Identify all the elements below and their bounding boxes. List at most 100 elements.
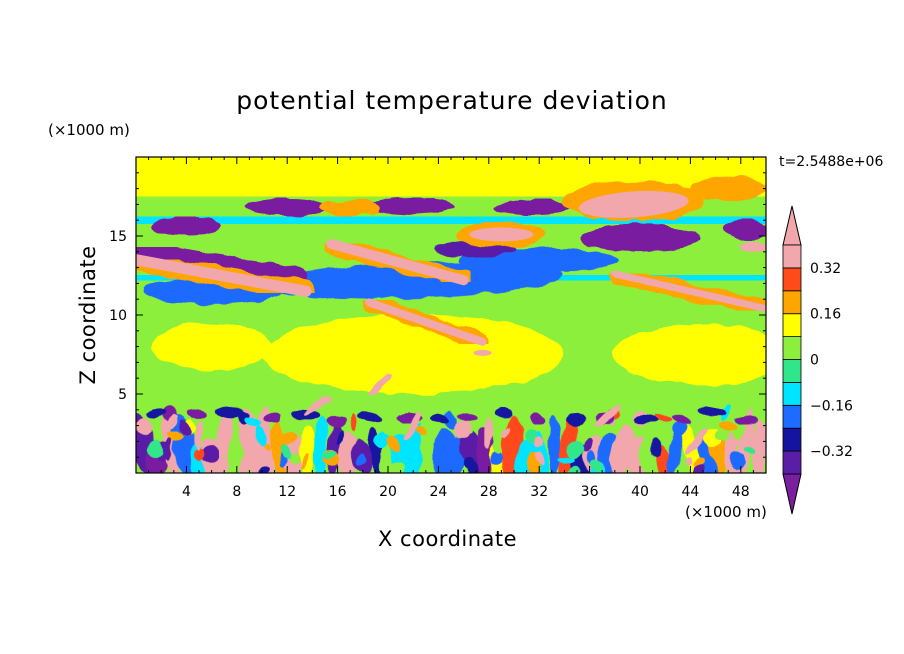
contour-region <box>492 439 502 454</box>
y-tick-label: 10 <box>109 308 127 324</box>
contour-region <box>279 431 297 445</box>
contour-region <box>387 461 405 473</box>
contour-region <box>371 196 456 215</box>
x-tick-label: 4 <box>182 484 191 500</box>
contour-region <box>356 410 383 422</box>
contour-region <box>750 419 766 473</box>
contour-region <box>163 438 171 460</box>
contour-region <box>255 425 267 447</box>
contour-region <box>245 198 330 217</box>
contour-region <box>589 460 605 472</box>
x-tick-label: 12 <box>278 484 296 500</box>
contour-region <box>580 223 700 252</box>
contour-region <box>719 422 736 431</box>
contour-region <box>547 414 560 473</box>
contour-region <box>151 217 222 236</box>
contour-region <box>650 438 663 458</box>
contour-region <box>314 416 328 473</box>
colorbar-segment <box>782 267 802 292</box>
contour-region <box>721 404 730 423</box>
contour-region <box>640 417 659 473</box>
contour-region <box>726 437 741 447</box>
contour-region <box>744 447 757 456</box>
contour-region <box>529 413 546 424</box>
contour-region <box>484 417 493 450</box>
contour-region <box>146 441 164 459</box>
y-axis-unit: (×1000 m) <box>48 121 130 139</box>
contour-region <box>502 427 510 438</box>
contour-region <box>136 418 152 435</box>
contour-region <box>730 450 745 470</box>
contour-region <box>568 465 580 473</box>
contour-region <box>566 414 587 427</box>
contour-region <box>388 436 400 452</box>
contour-region <box>178 419 192 437</box>
colorbar-tick-label: 0.32 <box>810 261 841 277</box>
contour-region <box>289 452 301 465</box>
contour-band <box>136 239 309 287</box>
contour-region <box>684 455 692 466</box>
contour-region <box>655 413 673 422</box>
contour-region <box>535 452 544 467</box>
colorbar-tick-label: 0 <box>810 353 819 369</box>
contour-region <box>338 432 359 473</box>
x-tick-label: 44 <box>681 484 699 500</box>
contour-region <box>151 322 272 371</box>
contour-region <box>672 414 692 424</box>
contour-band <box>365 298 487 346</box>
contour-region <box>632 414 660 424</box>
contour-band <box>611 270 766 313</box>
contour-region <box>244 415 261 426</box>
contour-region <box>238 408 267 473</box>
contour-region <box>713 430 728 441</box>
colorbar-tick-label: 0.16 <box>810 307 841 323</box>
x-tick-label: 32 <box>530 484 548 500</box>
contour-region <box>214 406 243 418</box>
contour-region <box>192 448 204 461</box>
y-tick-label: 5 <box>118 387 127 403</box>
colorbar-segment <box>782 427 802 452</box>
y-tick-label: 15 <box>109 229 127 245</box>
contour-region <box>263 314 564 395</box>
contour-region <box>533 434 544 449</box>
contour-region <box>299 453 310 470</box>
colorbar-segment <box>782 244 802 269</box>
colorbar-segment <box>782 450 802 475</box>
x-tick-label: 8 <box>232 484 241 500</box>
contour-region <box>557 456 575 463</box>
contour-region <box>199 445 218 465</box>
x-tick-label: 24 <box>429 484 447 500</box>
x-axis-unit: (×1000 m) <box>685 503 767 521</box>
colorbar-extend-top <box>782 205 802 246</box>
contour-region <box>239 456 254 473</box>
contour-region <box>373 432 392 449</box>
colorbar-tick-label: −0.16 <box>810 398 853 414</box>
colorbar-segment <box>782 290 802 315</box>
contour-region <box>379 431 387 438</box>
colorbar: 0.32 0.16 0 −0.16 −0.32 <box>782 205 853 515</box>
contour-region <box>404 411 422 440</box>
contour-region <box>369 373 395 396</box>
contour-region <box>195 419 203 452</box>
contour-region <box>457 412 480 423</box>
contour-region <box>685 428 708 454</box>
contour-region <box>613 324 766 385</box>
colorbar-segment <box>782 313 802 338</box>
contour-region <box>578 190 689 218</box>
contour-band <box>136 254 312 297</box>
contour-region <box>739 242 766 253</box>
colorbar-extend-bottom <box>782 473 802 515</box>
contour-region <box>349 411 358 433</box>
x-tick-label: 28 <box>480 484 498 500</box>
contour-region <box>336 429 344 444</box>
colorbar-segment <box>782 381 802 406</box>
contour-region <box>452 419 472 440</box>
x-tick-label: 40 <box>631 484 649 500</box>
contour-region <box>264 443 273 451</box>
contour-region <box>492 199 573 216</box>
x-tick-label: 48 <box>732 484 750 500</box>
contour-region <box>693 464 705 473</box>
contour-band <box>326 238 469 286</box>
x-tick-label: 36 <box>581 484 599 500</box>
